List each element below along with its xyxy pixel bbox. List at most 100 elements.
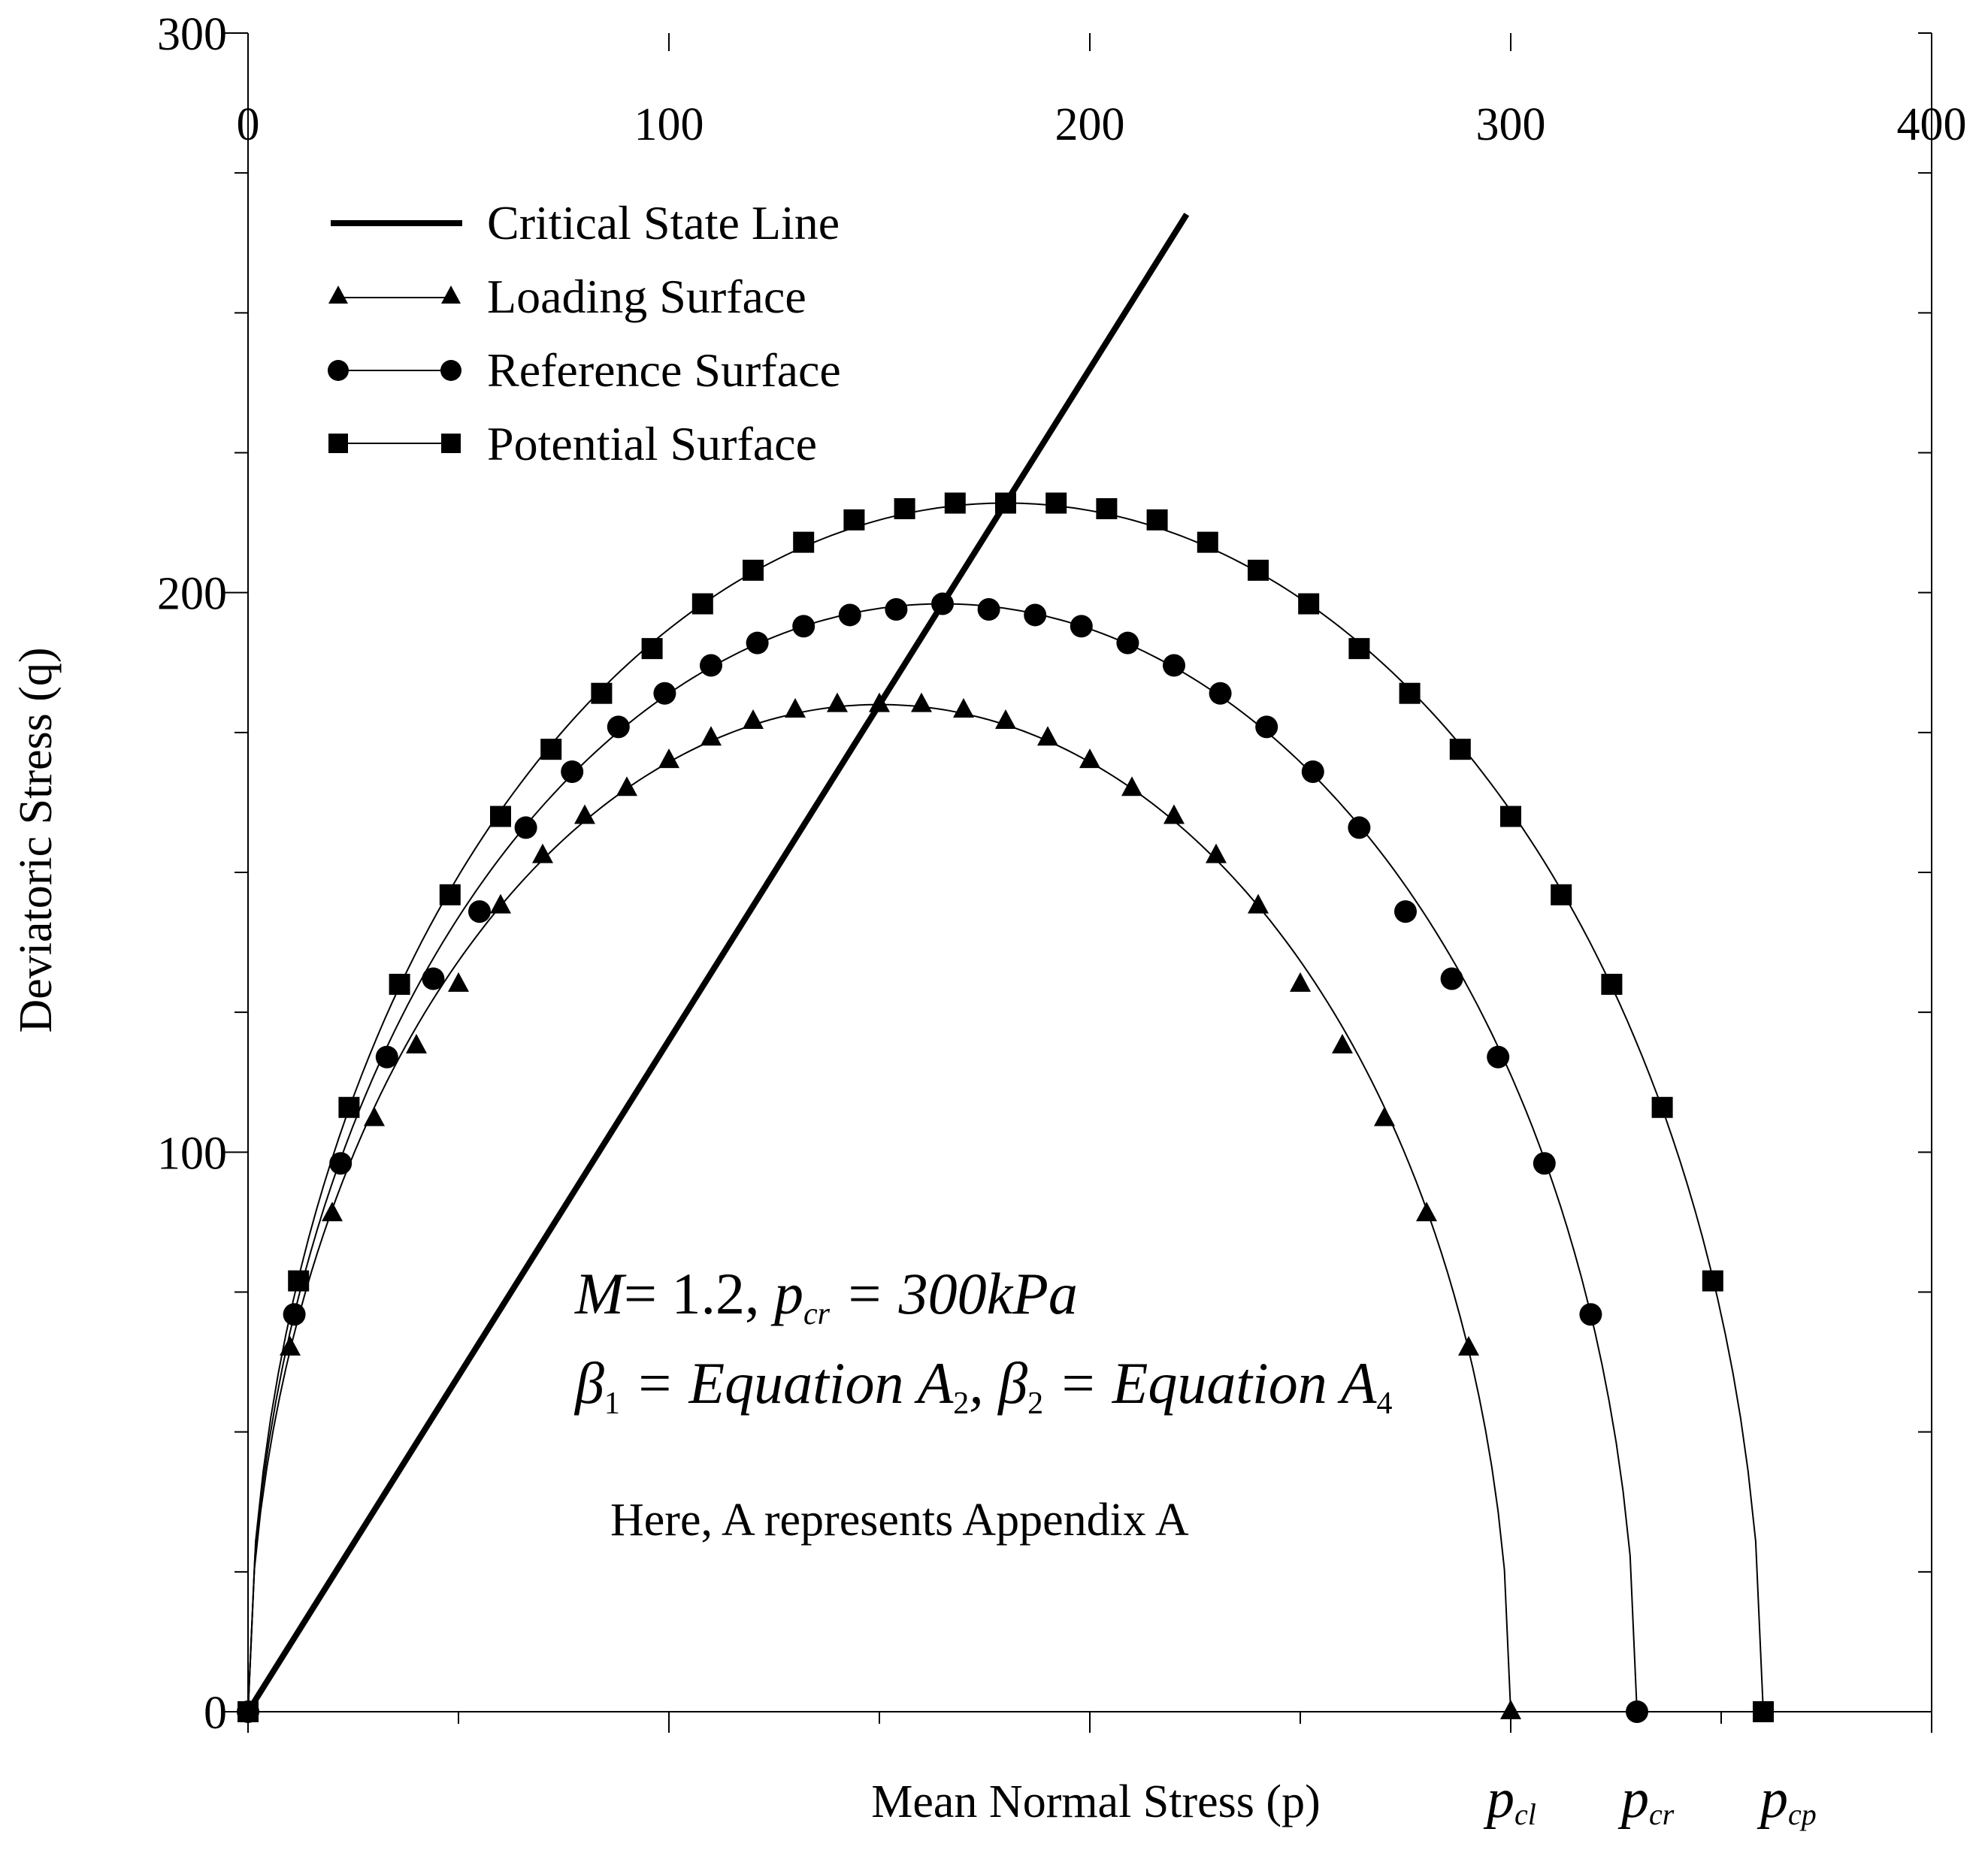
reference-surface-point xyxy=(1440,967,1463,990)
p-marker-cl-sub: cl xyxy=(1514,1797,1536,1831)
potential-surface-point xyxy=(1753,1701,1774,1722)
critical-state-line-path xyxy=(245,213,1190,1714)
potential-surface-point xyxy=(1601,973,1623,995)
y-tick-label: 200 xyxy=(157,569,227,620)
p-marker-cl: pcl xyxy=(1483,1768,1536,1831)
loading-surface-point xyxy=(1332,1033,1353,1053)
annot-value: = 300kPa xyxy=(830,1261,1078,1326)
reference-surface-point xyxy=(329,1152,353,1175)
loading-surface-point xyxy=(1500,1700,1521,1719)
legend-label-critical-state-line: Critical State Line xyxy=(487,196,840,249)
loading-surface-point xyxy=(1458,1335,1479,1356)
p-marker-cp: pcp xyxy=(1757,1768,1817,1831)
loading-surface-point xyxy=(1416,1202,1437,1222)
y-tick-label: 300 xyxy=(157,9,227,60)
legend-label-loading-surface: Loading Surface xyxy=(487,270,806,323)
loading-surface-point xyxy=(1248,893,1269,914)
legend-potential-marker-left xyxy=(328,434,348,453)
potential-surface-point xyxy=(1045,492,1067,514)
potential-surface-point xyxy=(439,884,461,905)
loading-surface-point xyxy=(785,698,806,718)
potential-surface-point xyxy=(691,593,713,615)
potential-surface-point xyxy=(389,973,410,995)
reference-surface-point xyxy=(375,1045,398,1069)
reference-surface-point xyxy=(1394,900,1417,923)
loading-surface-point xyxy=(532,843,553,863)
annot-beta2: β xyxy=(997,1350,1027,1416)
reference-surface-point xyxy=(422,967,445,990)
annot-M: M xyxy=(574,1261,627,1326)
loading-surface-point xyxy=(1374,1106,1395,1126)
reference-surface-point xyxy=(1024,603,1047,627)
potential-surface-point xyxy=(894,497,915,519)
reference-surface-point xyxy=(1487,1045,1510,1069)
potential-surface-point xyxy=(1551,884,1572,905)
loading-surface-point xyxy=(616,776,637,797)
annot-comma: , xyxy=(969,1350,998,1416)
reference-surface-point xyxy=(1255,715,1278,739)
potential-surface-point xyxy=(591,682,613,704)
annot-eq-a: = Equation A xyxy=(620,1350,954,1416)
potential-surface-point xyxy=(1399,682,1421,704)
loading-surface-point xyxy=(280,1335,301,1356)
y-axis-title: Deviatoric Stress (q) xyxy=(11,647,62,1032)
x-axis-title: Mean Normal Stress (p) xyxy=(871,1776,1320,1827)
loading-surface-point xyxy=(406,1033,427,1053)
legend-label-potential-surface: Potential Surface xyxy=(487,417,817,470)
potential-surface-point xyxy=(1651,1096,1673,1118)
loading-surface-point xyxy=(448,972,469,992)
legend-loading-marker-left xyxy=(328,286,348,304)
p-marker-cr-base: p xyxy=(1617,1768,1649,1830)
annot-beta2-sub: 2 xyxy=(1027,1386,1043,1421)
loading-surface-point xyxy=(1121,776,1142,797)
potential-surface-point xyxy=(1500,806,1521,827)
annot-beta1-sub: 1 xyxy=(604,1386,620,1421)
surface-markers xyxy=(237,492,1774,1723)
annot-a2-sub: 2 xyxy=(953,1386,969,1421)
p-markers: pcl pcr pcp xyxy=(1483,1768,1817,1831)
potential-surface-point xyxy=(1449,739,1471,760)
annot-eq-b: = Equation A xyxy=(1043,1350,1377,1416)
potential-surface-point xyxy=(540,739,562,760)
loading-surface-point xyxy=(911,692,932,712)
annotation-note: Here, A represents Appendix A xyxy=(610,1495,1189,1546)
loading-surface-point xyxy=(1163,804,1185,824)
p-marker-cl-base: p xyxy=(1483,1768,1514,1830)
legend-potential-marker-right xyxy=(441,434,461,453)
reference-surface-point xyxy=(1301,760,1324,783)
potential-surface-point xyxy=(490,806,511,827)
reference-surface-point xyxy=(1348,816,1371,839)
reference-surface-point xyxy=(746,631,769,654)
x-tick-label: 200 xyxy=(1055,99,1125,150)
loading-surface-point xyxy=(827,692,848,712)
loading-surface-point xyxy=(574,804,595,824)
legend-loading-marker-right xyxy=(441,286,461,304)
x-tick-label: 400 xyxy=(1897,99,1967,150)
reference-surface-point xyxy=(1209,682,1232,705)
reference-surface-point xyxy=(792,615,815,638)
x-tick-label: 0 xyxy=(237,99,260,150)
annot-eq: = 1.2, xyxy=(624,1261,774,1326)
potential-surface-point xyxy=(1348,638,1370,660)
potential-surface-point xyxy=(1096,497,1118,519)
reference-surface-point xyxy=(977,598,1000,621)
loading-surface-point xyxy=(1079,748,1100,769)
loading-surface-point xyxy=(953,698,974,718)
loading-surface-point xyxy=(322,1202,343,1222)
p-marker-cr: pcr xyxy=(1617,1768,1675,1831)
y-tick-label: 100 xyxy=(157,1128,227,1179)
reference-surface-point xyxy=(607,715,630,739)
p-marker-cr-sub: cr xyxy=(1649,1797,1675,1831)
reference-surface-point xyxy=(700,654,722,677)
reference-surface-point xyxy=(1579,1303,1602,1326)
x-tick-label: 100 xyxy=(634,99,704,150)
loading-surface-point xyxy=(364,1106,385,1126)
potential-surface-point xyxy=(338,1096,360,1118)
reference-surface-point xyxy=(1116,631,1139,654)
y-tick-label: 0 xyxy=(204,1688,227,1739)
reference-surface-point xyxy=(1533,1152,1556,1175)
loading-surface-point xyxy=(1206,843,1227,863)
potential-surface-point xyxy=(288,1270,310,1292)
legend: Critical State Line Loading Surface Refe… xyxy=(328,196,841,470)
